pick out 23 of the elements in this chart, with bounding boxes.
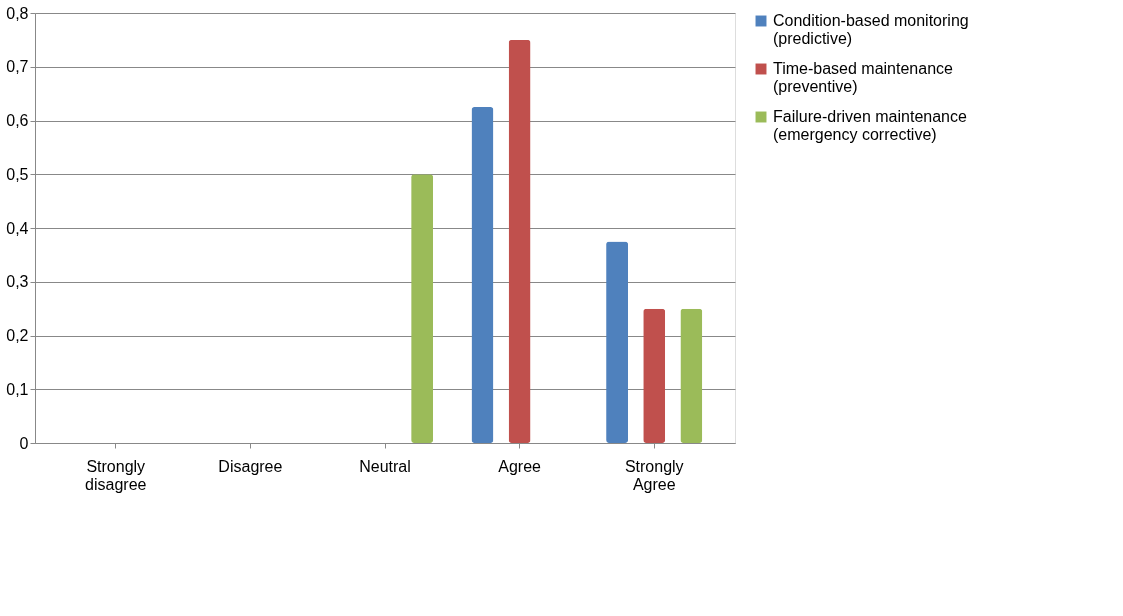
x-tick-label: Neutral bbox=[359, 457, 411, 475]
y-tick-label: 0,2 bbox=[6, 327, 29, 344]
bar bbox=[680, 308, 703, 443]
y-tick-label: 0,6 bbox=[6, 112, 29, 129]
y-tick-label: 0,5 bbox=[6, 165, 29, 183]
x-tick-label: Disagree bbox=[218, 457, 283, 475]
x-tick-label: Strongly Agree bbox=[624, 457, 684, 493]
x-tick-label: Agree bbox=[498, 457, 542, 475]
legend-label: Time-based maintenance (preventive) bbox=[773, 60, 954, 95]
bar bbox=[411, 174, 434, 443]
y-tick-label: 0,8 bbox=[6, 4, 29, 22]
legend-label: Condition-based monitoring (predictive) bbox=[773, 12, 969, 47]
bar bbox=[508, 39, 531, 443]
y-tick-label: 0,7 bbox=[6, 58, 29, 76]
legend-label: Failure-driven maintenance (emergency corrective) bbox=[773, 108, 967, 143]
bar bbox=[471, 107, 494, 443]
y-tick-label: 0,1 bbox=[6, 380, 29, 398]
bar bbox=[643, 308, 666, 443]
bar bbox=[606, 241, 629, 443]
y-tick-label: 0,3 bbox=[6, 273, 29, 291]
y-tick-label: 0 bbox=[19, 434, 29, 452]
y-tick-label: 0,4 bbox=[6, 219, 29, 237]
x-tick-label: Strongly disagree bbox=[85, 457, 147, 493]
